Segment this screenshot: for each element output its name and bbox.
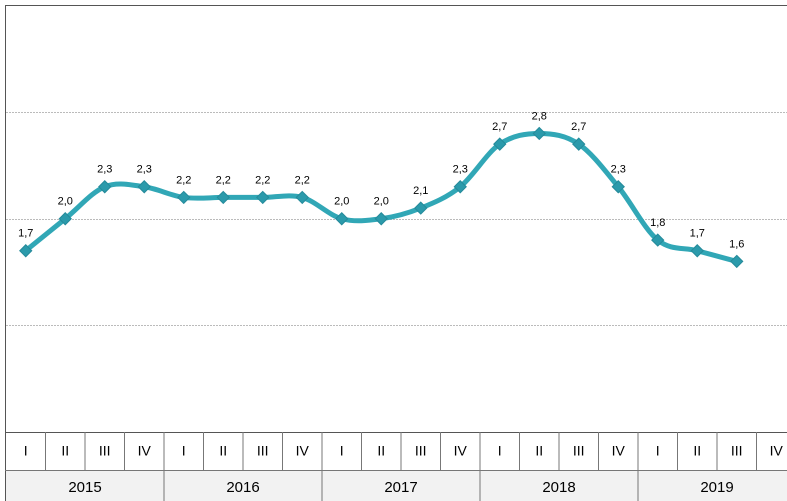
x-tick-label: II <box>693 443 701 459</box>
x-tick-label: IV <box>612 443 626 459</box>
x-tick-label: III <box>257 443 269 459</box>
x-tick-label: III <box>99 443 111 459</box>
data-label: 2,1 <box>413 185 428 197</box>
marker <box>19 244 33 258</box>
marker <box>58 212 72 226</box>
data-label: 2,8 <box>532 110 547 122</box>
data-label: 2,3 <box>97 164 112 176</box>
marker <box>98 180 112 194</box>
data-label: 2,7 <box>492 121 507 133</box>
x-tick-label: II <box>377 443 385 459</box>
marker <box>651 233 665 247</box>
data-label: 1,6 <box>729 238 744 250</box>
x-tick-label: I <box>656 443 660 459</box>
x-tick-label: III <box>731 443 743 459</box>
x-tick-label: II <box>219 443 227 459</box>
data-label: 1,7 <box>18 228 33 240</box>
marker <box>374 212 388 226</box>
marker <box>295 190 309 205</box>
data-label: 2,2 <box>295 174 310 186</box>
x-tick-label: I <box>24 443 28 459</box>
marker <box>177 190 191 205</box>
marker <box>216 190 230 205</box>
marker <box>690 244 704 258</box>
x-tick-label: III <box>415 443 427 459</box>
marker <box>453 180 467 194</box>
marker <box>532 126 546 141</box>
year-label: 2016 <box>226 479 259 496</box>
data-label: 2,7 <box>571 121 586 133</box>
year-label: 2018 <box>542 479 575 496</box>
data-label: 2,3 <box>137 164 152 176</box>
marker <box>730 254 744 269</box>
marker <box>572 137 586 151</box>
year-row <box>6 471 787 501</box>
marker <box>256 190 270 205</box>
x-tick-label: I <box>498 443 502 459</box>
x-tick-label: I <box>182 443 186 459</box>
year-label: 2019 <box>700 479 733 496</box>
marker <box>137 180 151 194</box>
data-label: 2,3 <box>453 164 468 176</box>
year-label: 2015 <box>68 479 101 496</box>
x-tick-label: IV <box>454 443 468 459</box>
data-label: 2,2 <box>255 174 270 186</box>
x-tick-label: III <box>573 443 585 459</box>
data-label: 1,7 <box>690 228 705 240</box>
x-tick-label: I <box>340 443 344 459</box>
marker <box>414 201 428 215</box>
data-label: 2,0 <box>374 196 389 208</box>
x-tick-label: II <box>535 443 543 459</box>
data-label: 2,2 <box>216 174 231 186</box>
x-tick-label: IV <box>770 443 784 459</box>
data-label: 2,3 <box>611 164 626 176</box>
marker <box>335 212 349 226</box>
x-tick-label: II <box>61 443 69 459</box>
marker <box>493 137 507 151</box>
marker <box>611 180 625 194</box>
data-label: 2,0 <box>334 196 349 208</box>
data-label: 1,8 <box>650 217 665 229</box>
x-tick-label: IV <box>138 443 152 459</box>
x-tick-label: IV <box>296 443 310 459</box>
year-label: 2017 <box>384 479 417 496</box>
data-label: 2,2 <box>176 174 191 186</box>
data-label: 2,0 <box>58 196 73 208</box>
